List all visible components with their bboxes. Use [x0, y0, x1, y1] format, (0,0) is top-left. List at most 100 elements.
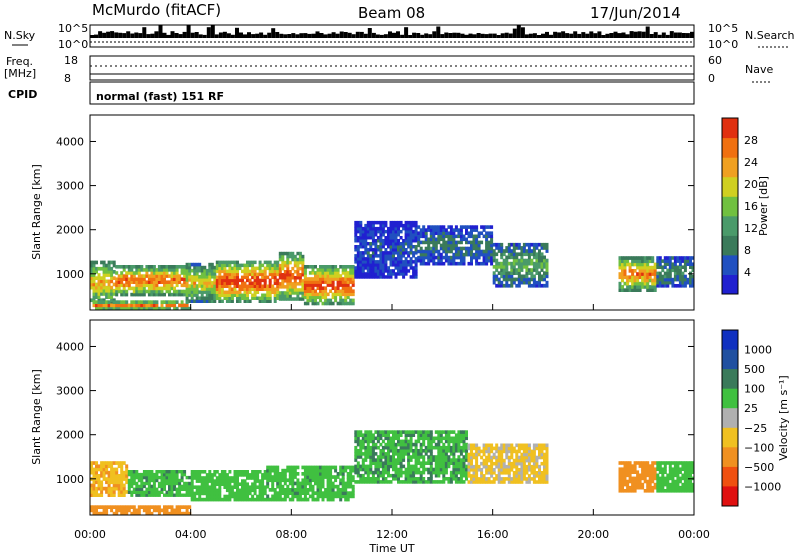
power-cell [369, 220, 373, 225]
power-cell [414, 275, 418, 279]
velocity-cell [356, 442, 360, 447]
power-cell [404, 223, 408, 228]
power-cell [387, 251, 390, 255]
power-cell [439, 261, 443, 266]
velocity-cell [125, 467, 129, 472]
power-cell [220, 275, 224, 280]
power-cell [188, 299, 192, 303]
nsky-bar [621, 32, 626, 38]
power-cell [356, 257, 360, 261]
power-cell [545, 265, 549, 269]
velocity-cell [122, 486, 126, 491]
velocity-cell [502, 449, 506, 454]
power-cell [412, 236, 416, 240]
power-cell [112, 292, 116, 296]
velocity-cell [344, 481, 348, 486]
velocity-cell [412, 464, 416, 469]
velocity-cell [298, 481, 302, 486]
nsky-bar [424, 33, 429, 38]
velocity-cell [515, 452, 519, 457]
power-cell [502, 261, 506, 266]
velocity-cell [447, 455, 451, 459]
velocity-cell [520, 455, 524, 460]
velocity-cell [248, 473, 252, 477]
power-cell [402, 223, 406, 228]
power-cell [633, 288, 637, 292]
velocity-cell [487, 446, 491, 451]
power-cell [263, 266, 267, 271]
velocity-cell [142, 505, 146, 509]
velocity-cell [668, 470, 672, 474]
power-cell [671, 268, 675, 273]
velocity-cell [422, 439, 426, 444]
velocity-cell [261, 473, 265, 477]
power-cell [319, 274, 322, 278]
velocity-cell [404, 470, 408, 475]
velocity-cell [90, 493, 93, 497]
velocity-cell [346, 494, 350, 499]
power-cell [409, 220, 413, 225]
power-cell [397, 229, 400, 234]
velocity-cell [354, 452, 358, 456]
velocity-cell [218, 476, 222, 480]
velocity-cell [432, 455, 436, 459]
velocity-cell [525, 446, 529, 451]
velocity-cell [319, 475, 322, 479]
power-cell [334, 271, 338, 275]
power-cell [165, 300, 169, 304]
power-cell [268, 266, 272, 271]
velocity-cell [492, 446, 496, 451]
power-cell [321, 268, 325, 272]
power-cell [105, 263, 109, 268]
velocity-cell [359, 449, 363, 453]
velocity-cell [220, 497, 224, 502]
power-cell [185, 272, 189, 276]
power-cell [361, 239, 365, 243]
velocity-cell [251, 470, 255, 474]
power-cell [215, 266, 219, 271]
velocity-cell [392, 430, 395, 434]
velocity-cell [472, 480, 476, 484]
power-cell [339, 292, 343, 297]
velocity-cell [140, 493, 144, 497]
power-cell [389, 236, 393, 240]
power-cell [407, 239, 411, 243]
power-cell [122, 303, 126, 308]
power-cell [203, 278, 207, 282]
power-cell [117, 277, 121, 281]
velocity-cell [102, 461, 106, 465]
velocity-cell [364, 433, 368, 437]
velocity-cell [203, 476, 207, 480]
velocity-cell [359, 467, 363, 472]
power-cell [185, 284, 189, 288]
velocity-cell [623, 467, 627, 471]
power-cell [344, 268, 348, 272]
velocity-cell [112, 467, 116, 472]
power-cell [366, 236, 370, 240]
velocity-cell [105, 490, 109, 494]
velocity-cell [243, 482, 247, 486]
power-cell [505, 255, 509, 260]
power-cell [462, 258, 466, 263]
velocity-cell [175, 505, 179, 509]
velocity-cell [689, 461, 692, 465]
power-cell [371, 269, 375, 273]
power-cell [457, 252, 461, 257]
power-cell [122, 300, 126, 304]
velocity-cell [334, 465, 338, 470]
velocity-cell [316, 475, 320, 479]
power-cell [241, 293, 244, 297]
power-cell [681, 277, 685, 282]
velocity-cell [230, 479, 234, 483]
velocity-cell [434, 430, 438, 434]
velocity-cell [241, 482, 244, 486]
power-cell [683, 280, 687, 285]
power-cell [346, 283, 350, 287]
velocity-cell [90, 486, 93, 491]
velocity-cell [278, 497, 282, 502]
velBar-swatch [722, 408, 738, 429]
velocity-cell [228, 491, 232, 496]
power-cell [122, 289, 126, 294]
nsky-bar [214, 34, 219, 38]
power-cell [374, 266, 378, 270]
